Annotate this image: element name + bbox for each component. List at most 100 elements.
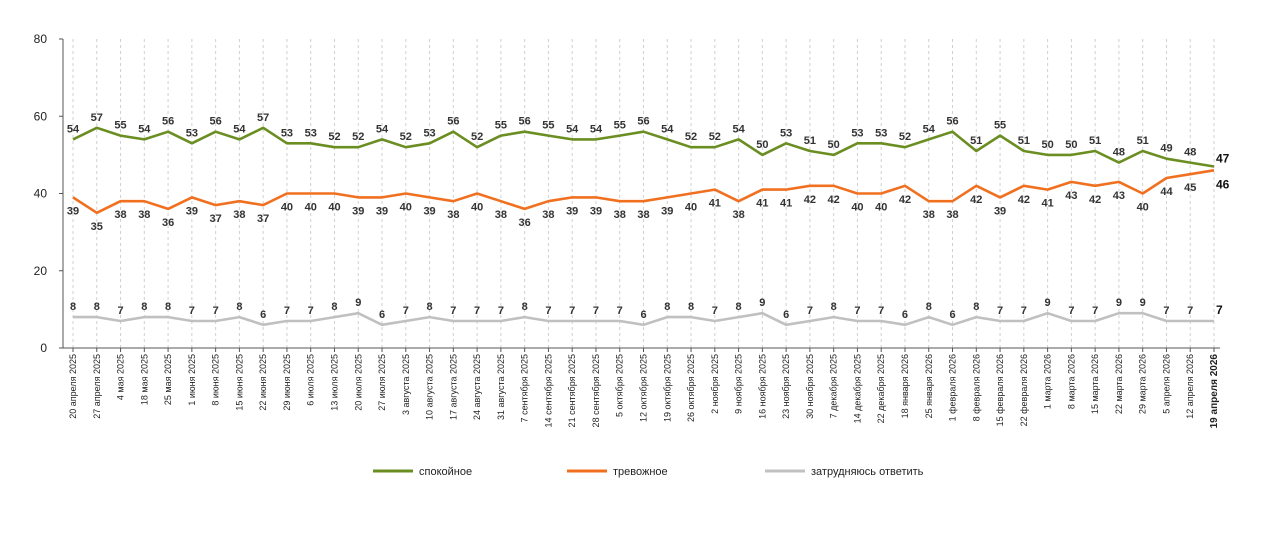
data-label: 41 <box>780 198 792 210</box>
data-label: 39 <box>994 205 1006 217</box>
data-label: 57 <box>91 112 103 124</box>
data-label: 56 <box>946 116 958 128</box>
x-tick-label: 10 августа 2025 <box>425 354 435 420</box>
data-label: 38 <box>114 209 126 221</box>
x-tick-label: 20 апреля 2025 <box>68 354 78 419</box>
x-tick-label: 18 января 2026 <box>900 354 910 418</box>
x-tick-label: 19 октября 2025 <box>662 354 672 422</box>
x-tick-label: 22 июня 2025 <box>258 354 268 411</box>
data-label: 8 <box>926 301 932 313</box>
data-label: 42 <box>1018 194 1030 206</box>
legend-label: затрудняюсь ответить <box>811 466 924 478</box>
data-label: 9 <box>355 297 361 309</box>
data-label: 42 <box>828 194 840 206</box>
data-label: 55 <box>614 120 626 132</box>
data-label: 50 <box>1065 139 1077 151</box>
data-label: 39 <box>590 205 602 217</box>
x-tick-label: 1 февраля 2026 <box>948 354 958 421</box>
data-label: 49 <box>1160 143 1172 155</box>
data-label: 53 <box>186 127 198 139</box>
legend: спокойное тревожное затрудняюсь ответить <box>373 466 924 478</box>
data-label: 7 <box>1216 303 1223 317</box>
data-label: 38 <box>732 209 744 221</box>
axis-layer: 0 20 40 60 80 <box>34 32 1220 355</box>
data-label: 53 <box>780 127 792 139</box>
data-label: 41 <box>756 198 768 210</box>
data-label: 7 <box>569 305 575 317</box>
data-label: 56 <box>210 116 222 128</box>
data-label: 54 <box>732 123 745 135</box>
data-label: 51 <box>1018 135 1030 147</box>
y-tick-label: 40 <box>34 187 48 201</box>
series-line-1 <box>72 169 1215 215</box>
x-tick-label: 14 сентября 2025 <box>543 354 553 427</box>
data-label: 7 <box>284 305 290 317</box>
data-label: 36 <box>162 217 174 229</box>
data-label: 35 <box>91 221 103 233</box>
data-label: 7 <box>474 305 480 317</box>
data-label: 52 <box>352 131 364 143</box>
data-label: 39 <box>186 205 198 217</box>
x-tick-label: 7 сентября 2025 <box>520 354 530 422</box>
data-label: 6 <box>260 309 266 321</box>
data-label: 7 <box>545 305 551 317</box>
data-label: 54 <box>566 123 579 135</box>
data-label: 53 <box>423 127 435 139</box>
legend-label: тревожное <box>613 466 668 478</box>
data-label: 38 <box>447 209 459 221</box>
x-tick-label: 22 февраля 2026 <box>1019 354 1029 426</box>
data-label: 53 <box>875 127 887 139</box>
data-label: 40 <box>400 202 412 214</box>
data-label: 40 <box>471 202 483 214</box>
data-label: 54 <box>233 123 246 135</box>
x-tick-label: 20 июля 2025 <box>353 354 363 411</box>
x-tick-label: 2 ноября 2025 <box>710 354 720 414</box>
x-tick-layer: 20 апреля 2025 27 апреля 2025 4 мая 2025 18… <box>68 354 1220 429</box>
data-label: 52 <box>709 131 721 143</box>
data-label: 50 <box>1041 139 1053 151</box>
x-tick-label: 19 апреля 2026 <box>1209 354 1220 429</box>
x-tick-label: 27 июля 2025 <box>377 354 387 411</box>
data-label: 44 <box>1160 186 1173 198</box>
data-label: 9 <box>759 297 765 309</box>
data-label: 54 <box>376 123 389 135</box>
data-label: 43 <box>1113 190 1125 202</box>
data-label: 54 <box>661 123 674 135</box>
y-tick-label: 60 <box>34 109 48 123</box>
data-label: 7 <box>403 305 409 317</box>
x-tick-label: 12 октября 2025 <box>639 354 649 422</box>
data-label: 6 <box>379 309 385 321</box>
data-label: 42 <box>970 194 982 206</box>
data-label: 42 <box>899 194 911 206</box>
data-label: 8 <box>70 301 76 313</box>
data-label: 41 <box>1041 198 1053 210</box>
data-label: 54 <box>923 123 936 135</box>
x-tick-label: 5 октября 2025 <box>615 354 625 417</box>
x-tick-label: 25 января 2026 <box>924 354 934 418</box>
x-tick-label: 31 августа 2025 <box>496 354 506 420</box>
data-label: 56 <box>637 116 649 128</box>
data-label: 52 <box>685 131 697 143</box>
data-label: 52 <box>899 131 911 143</box>
data-label: 39 <box>566 205 578 217</box>
data-label: 8 <box>165 301 171 313</box>
x-tick-label: 29 июня 2025 <box>282 354 292 411</box>
data-label: 42 <box>1089 194 1101 206</box>
data-label: 52 <box>400 131 412 143</box>
x-tick-label: 15 марта 2026 <box>1090 354 1100 414</box>
data-label: 50 <box>828 139 840 151</box>
data-label: 38 <box>614 209 626 221</box>
data-label: 48 <box>1113 147 1125 159</box>
data-label: 51 <box>1137 135 1149 147</box>
data-label: 56 <box>162 116 174 128</box>
x-tick-label: 15 февраля 2026 <box>995 354 1005 426</box>
data-label: 53 <box>281 127 293 139</box>
data-label: 38 <box>946 209 958 221</box>
data-label: 6 <box>783 309 789 321</box>
y-tick-label: 20 <box>34 264 48 278</box>
data-label: 7 <box>498 305 504 317</box>
data-label: 8 <box>141 301 147 313</box>
x-tick-label: 5 апреля 2026 <box>1161 354 1171 414</box>
data-label-layer: 54 57 55 54 56 53 56 54 57 53 53 52 52 54 52 53 56 52 55 56… <box>67 112 1230 321</box>
